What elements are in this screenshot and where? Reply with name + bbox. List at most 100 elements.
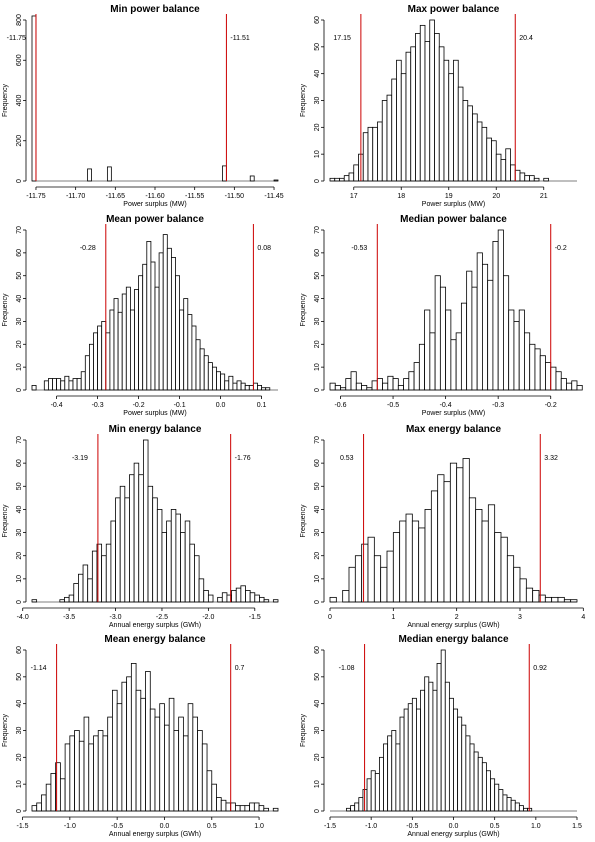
histogram-bar <box>383 383 388 390</box>
y-tick-label: 50 <box>16 482 23 490</box>
histogram-bar <box>222 593 227 602</box>
histogram-bar <box>112 690 117 811</box>
y-tick-label: 70 <box>16 436 23 444</box>
histogram-bar <box>117 704 122 811</box>
histogram-bar <box>139 475 144 602</box>
histogram-bar <box>499 790 503 811</box>
histogram-bar <box>375 773 379 811</box>
histogram-bar <box>492 141 497 181</box>
histogram-bar <box>431 491 437 602</box>
histogram-bar <box>77 379 81 390</box>
histogram-panel-6: Max energy balance0 1 2 3 4Annual energy sur… <box>300 424 585 629</box>
histogram-bar <box>411 47 416 181</box>
threshold-label: 0.08 <box>257 245 271 252</box>
histogram-bar <box>61 381 65 390</box>
histogram-bar <box>398 385 403 390</box>
threshold-label: -0.53 <box>351 245 367 252</box>
x-tick-label: 2 <box>455 614 459 621</box>
histogram-bar <box>188 315 192 390</box>
y-tick-label: 0 <box>314 600 321 604</box>
y-axis: 0102030405060 <box>314 16 324 183</box>
histogram-bar <box>412 698 416 811</box>
histogram-bar <box>148 486 153 602</box>
threshold-label: -11.75 <box>7 35 26 42</box>
histogram-bar <box>419 344 424 390</box>
histogram-bar <box>79 741 84 811</box>
histogram-bar <box>264 600 269 602</box>
histogram-bar <box>470 744 474 811</box>
histogram-bar <box>378 122 383 181</box>
histogram-bar <box>462 725 466 811</box>
histogram-bar <box>457 468 463 602</box>
histogram-bar <box>404 379 409 390</box>
histogram-bar <box>237 381 241 390</box>
histogram-bar <box>103 736 108 811</box>
y-tick-label: 30 <box>16 727 23 735</box>
histogram-bar <box>147 241 151 390</box>
x-tick-label: 0.1 <box>257 402 267 409</box>
x-tick-label: -1.5 <box>249 614 261 621</box>
histogram-bar <box>495 533 501 602</box>
histogram-bar <box>69 381 73 390</box>
histogram-bar <box>41 795 46 811</box>
histogram-panel-1: Min power balance -11.75 -11.70 -11.65 -11.6… <box>2 4 284 208</box>
histogram-bar <box>60 600 65 602</box>
threshold-label: -3.19 <box>72 455 88 462</box>
y-tick-label: 0 <box>16 809 23 813</box>
threshold-label: -0.28 <box>80 245 96 252</box>
y-tick-label: 60 <box>16 249 23 257</box>
y-tick-label: 40 <box>314 70 321 78</box>
histogram-bar <box>507 798 511 811</box>
histogram-bar <box>367 779 371 811</box>
histogram-bar <box>404 709 408 811</box>
y-tick-label: 10 <box>314 363 321 371</box>
histogram-bar <box>249 385 253 390</box>
x-tick-label: 0.0 <box>216 402 226 409</box>
panel-title: Median power balance <box>400 214 507 225</box>
histogram-bar <box>250 593 255 602</box>
histogram-bar <box>176 514 181 602</box>
histogram-bar <box>92 551 97 602</box>
histogram-bar <box>255 595 260 602</box>
histogram-bar <box>373 127 378 181</box>
x-tick-label: 20 <box>492 193 500 200</box>
histogram-bar <box>183 736 188 811</box>
y-tick-label: 30 <box>314 529 321 537</box>
histogram-bar <box>374 556 380 602</box>
histogram-bar <box>160 704 165 811</box>
histogram-bar <box>396 744 400 811</box>
histogram-bar <box>180 310 184 390</box>
histogram-bar <box>349 567 355 602</box>
histogram-bar <box>445 682 449 811</box>
y-tick-label: 30 <box>16 529 23 537</box>
x-tick-label: -0.4 <box>51 402 63 409</box>
histogram-bar <box>164 725 169 811</box>
histogram-bar <box>194 556 199 602</box>
x-tick-label: -0.2 <box>545 402 557 409</box>
histogram-bar <box>48 379 52 390</box>
panel-title: Mean energy balance <box>104 634 206 645</box>
histogram-bar <box>486 771 490 811</box>
histogram-bar <box>406 52 411 181</box>
histogram-bar <box>393 379 398 390</box>
x-tick-label: -11.70 <box>66 193 85 200</box>
x-tick-label: -0.6 <box>334 402 346 409</box>
histogram-bar <box>514 321 519 390</box>
histogram-bar <box>84 717 89 811</box>
histogram-bar <box>458 87 463 181</box>
histogram-bar <box>520 173 525 181</box>
x-tick-label: -1.0 <box>64 823 76 830</box>
y-axis-label: Frequency <box>2 83 9 117</box>
histogram-bar <box>408 704 412 811</box>
histogram-bar <box>577 385 582 390</box>
histogram-bar <box>379 757 383 811</box>
histogram-bar <box>88 169 92 181</box>
histogram-bar <box>503 276 508 390</box>
histogram-bar <box>126 287 130 390</box>
histogram-bar <box>416 33 421 181</box>
y-tick-label: 70 <box>314 436 321 444</box>
histogram-bar <box>467 271 472 390</box>
histogram-bar <box>163 235 167 390</box>
y-tick-label: 30 <box>16 317 23 325</box>
